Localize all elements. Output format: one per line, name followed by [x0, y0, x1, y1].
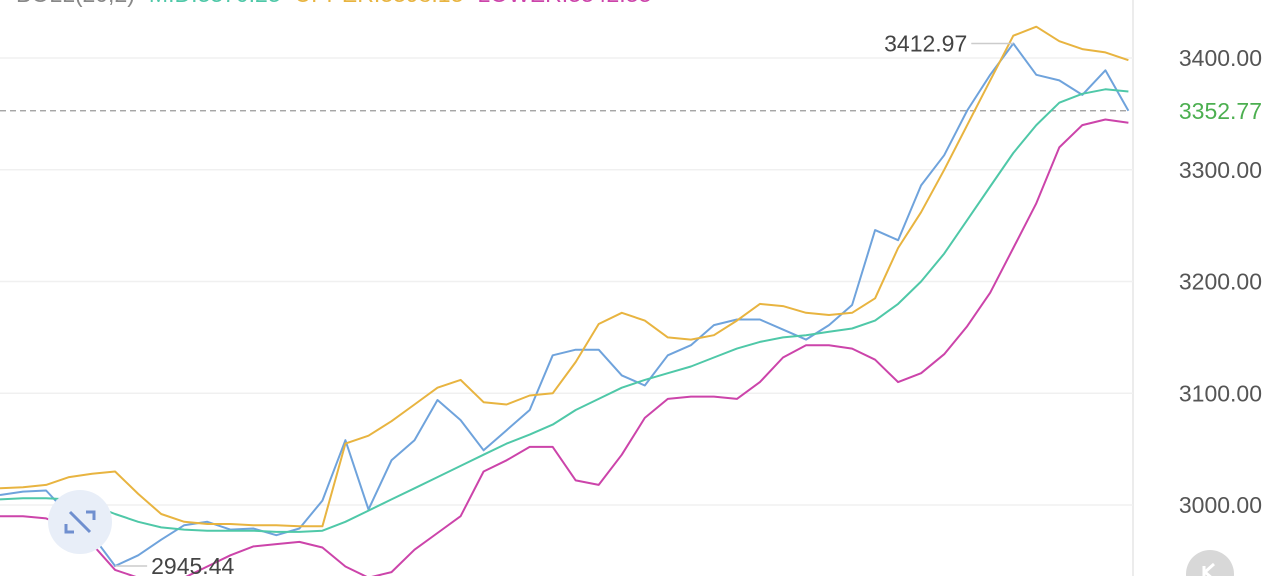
y-tick-label: 3200.00 [1179, 269, 1262, 295]
series-line [0, 25, 1129, 528]
last-price-bg [1140, 92, 1284, 129]
series-line [0, 42, 1130, 567]
y-tick-label: 3100.00 [1179, 380, 1262, 406]
labels: 3000.00 3100.00 3200.00 3300.00 3400.00 3352.… [16, 0, 1284, 576]
high-label: 3412.97 [884, 31, 967, 57]
legend-entry: MID:3370.23 [149, 0, 281, 7]
y-tick-label: 3300.00 [1179, 157, 1262, 183]
y-tick-label: 3400.00 [1179, 45, 1262, 71]
low-label: 2945.44 [151, 553, 234, 576]
zoom-icon [64, 510, 96, 534]
plot-area [0, 25, 1130, 576]
last-price-label: 3352.77 [1179, 98, 1262, 124]
series-line [0, 88, 1129, 533]
indicator-label: BOLL(20,2) [16, 0, 135, 7]
scroll-button[interactable] [1186, 550, 1234, 576]
grid [0, 57, 1133, 506]
scroll-icon [1202, 562, 1215, 576]
series-line [0, 118, 1129, 576]
legend-entry: LOWER:3342.33 [477, 0, 651, 7]
y-tick-label: 3000.00 [1179, 492, 1262, 518]
legend-entry: UPPER:3398.13 [295, 0, 464, 7]
